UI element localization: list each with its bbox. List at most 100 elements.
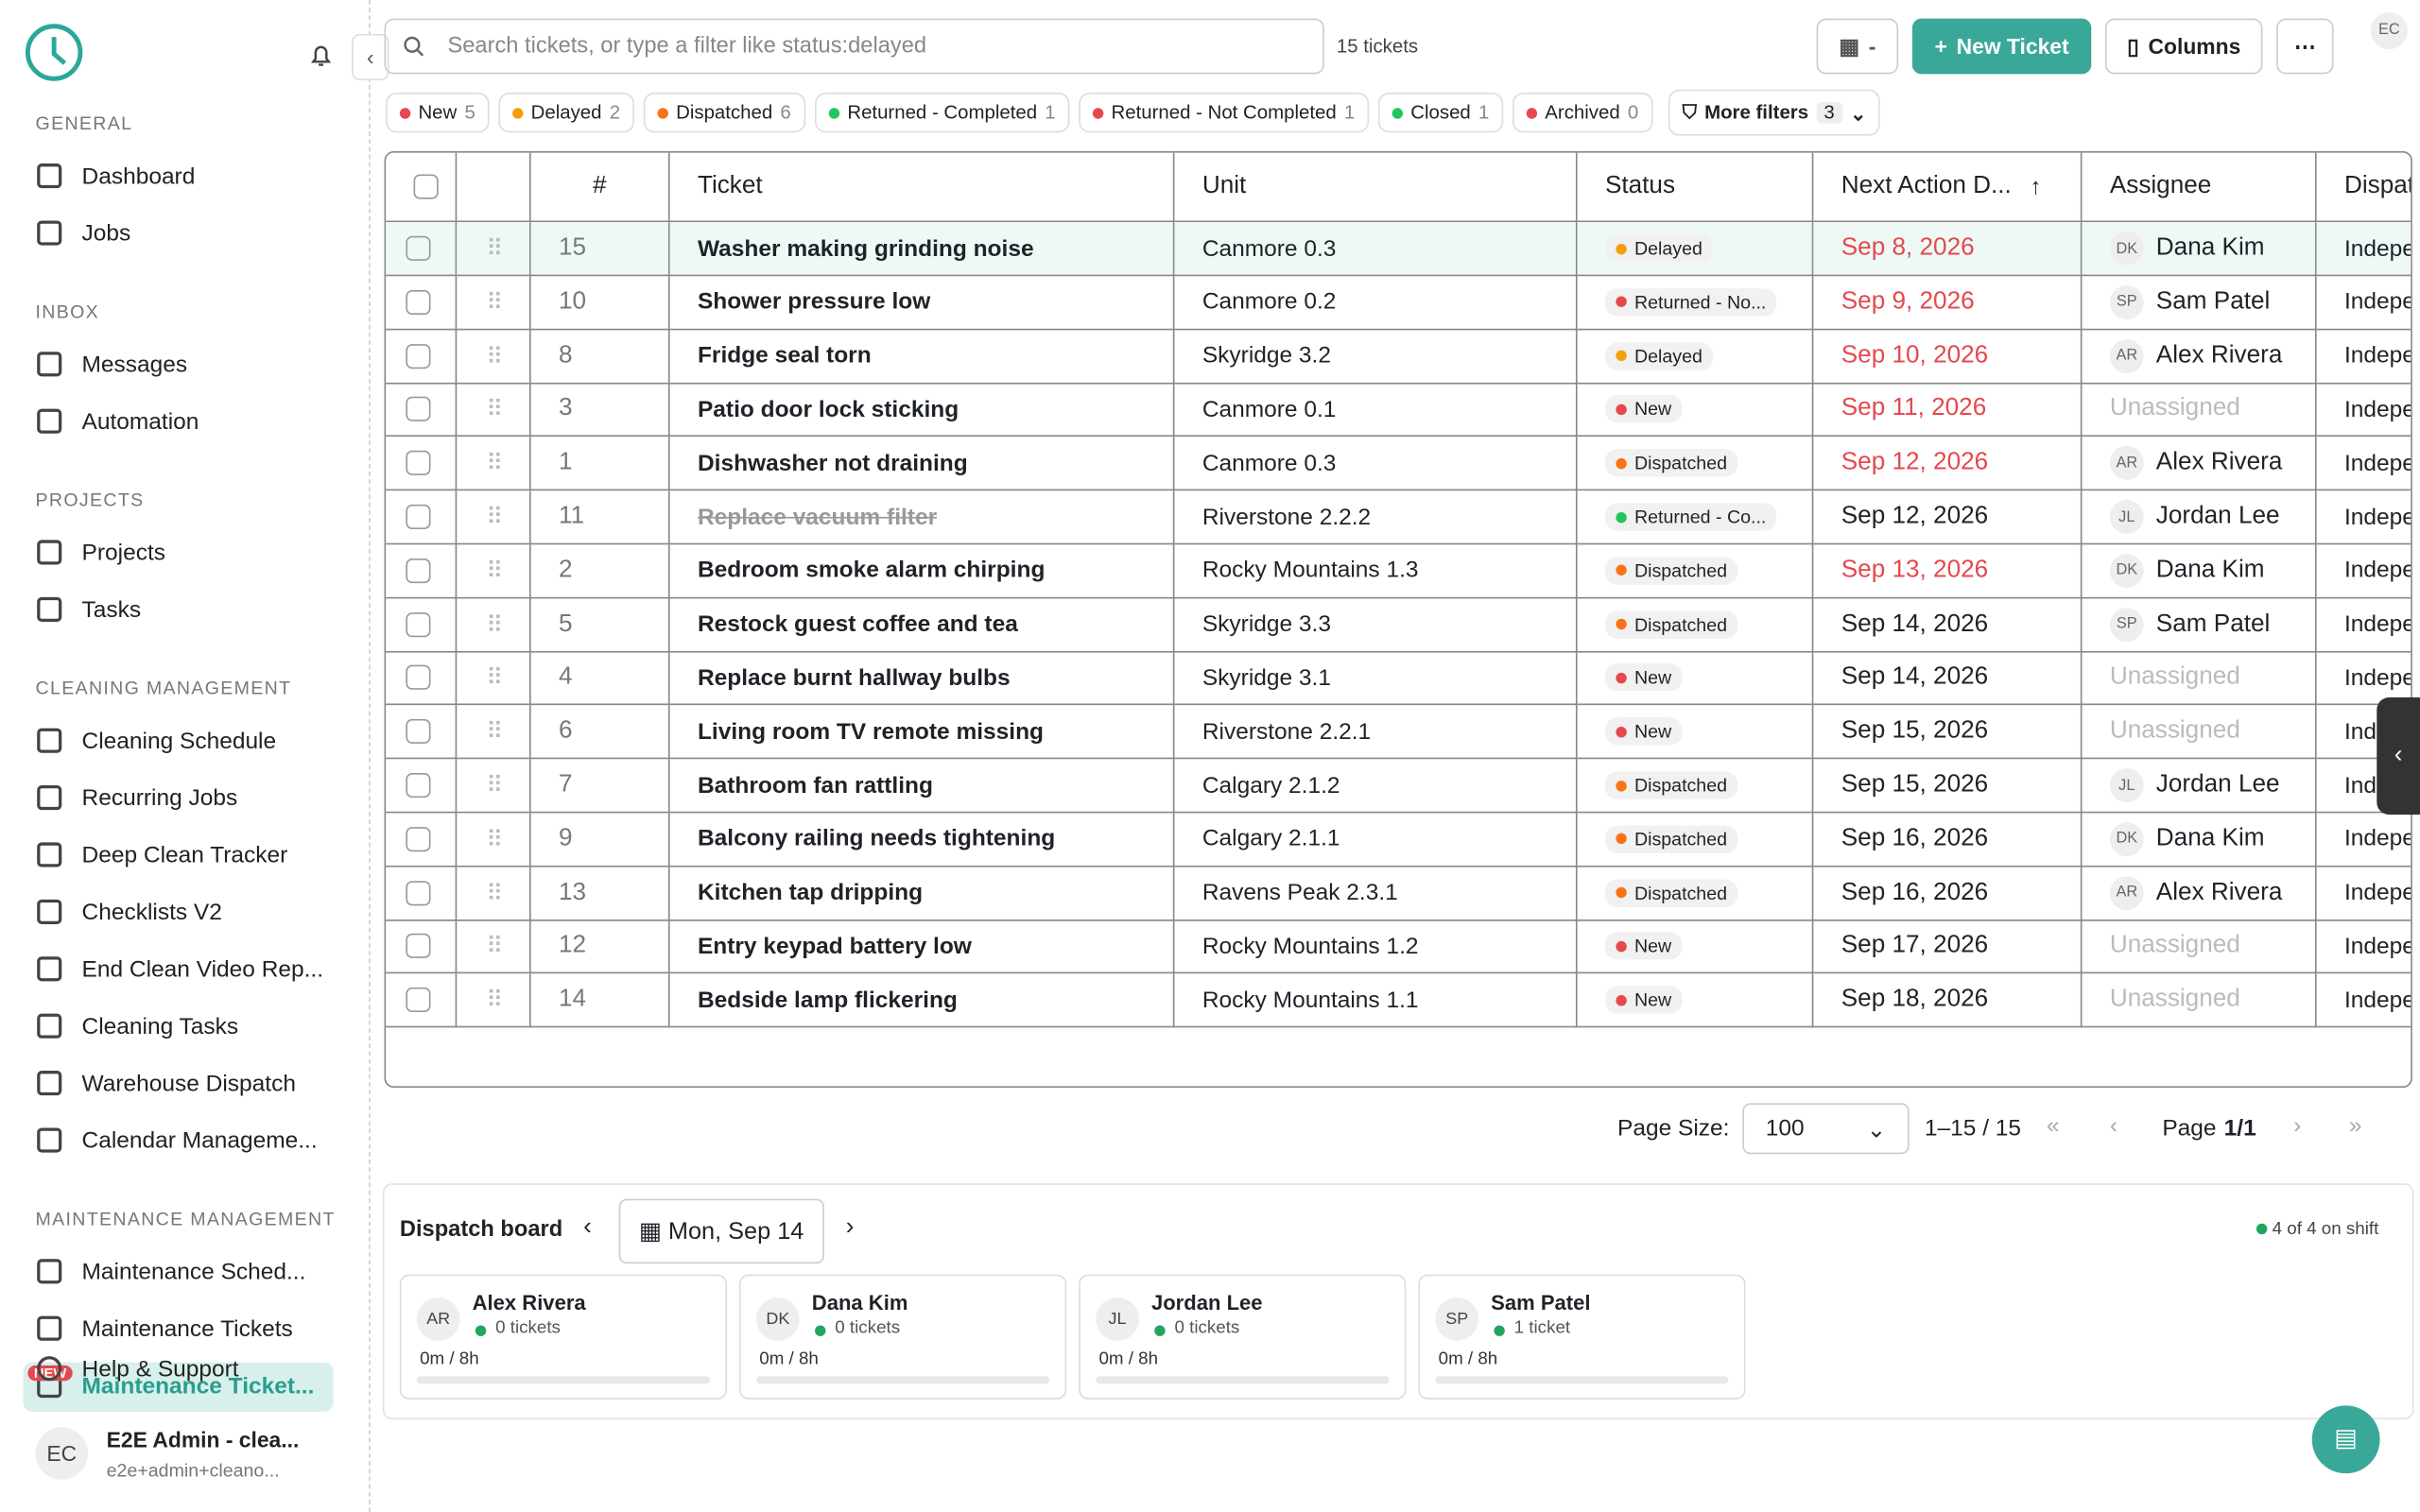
filter-chip[interactable]: Archived 0	[1512, 92, 1652, 133]
assignee-avatar: AR	[2109, 338, 2144, 373]
nav-item[interactable]: Cleaning Tasks	[81, 1013, 239, 1040]
drag-handle: ⠿	[486, 343, 504, 370]
table-cell: Unassigned	[2082, 651, 2317, 706]
filter-chip[interactable]: Returned - Not Completed 1	[1079, 92, 1369, 133]
last-page[interactable]: »	[2348, 1112, 2362, 1139]
nav-item[interactable]: Checklists V2	[81, 899, 222, 926]
page-size-select[interactable]: 100 ⌄	[1742, 1103, 1910, 1155]
ticket-title[interactable]: Dishwasher not draining	[697, 450, 968, 476]
filter-chip[interactable]: Closed 1	[1377, 92, 1503, 133]
more-filters[interactable]: ⛉ More filters 3 ⌄	[1668, 89, 1880, 136]
status-label: Dispatched	[1634, 774, 1728, 797]
ticket-title[interactable]: Fridge seal torn	[697, 342, 872, 369]
chevron: ⌄	[1850, 102, 1867, 125]
staff-card[interactable]: AR Alex Rivera 0 tickets 0m / 8h	[399, 1274, 727, 1400]
staff-card[interactable]: JL Jordan Lee 0 tickets 0m / 8h	[1079, 1274, 1407, 1400]
row-checkbox[interactable]	[406, 934, 431, 959]
next-day[interactable]: ›	[845, 1213, 855, 1241]
search-box[interactable]: Search tickets, or type a filter like st…	[384, 18, 1324, 75]
row-checkbox[interactable]	[406, 826, 431, 851]
unit: Rocky Mountains 1.3	[1201, 557, 1419, 584]
filter-chip[interactable]: Dispatched 6	[643, 92, 805, 133]
filter-chip[interactable]: Returned - Completed 1	[815, 92, 1070, 133]
row-checkbox[interactable]	[406, 504, 431, 529]
column-header[interactable]: Ticket	[697, 172, 763, 199]
ticket-title[interactable]: Shower pressure low	[697, 288, 931, 316]
nav-item[interactable]: Automation	[81, 408, 199, 436]
nav-item[interactable]: Maintenance Ticket...	[81, 1373, 315, 1400]
nav-item[interactable]: Maintenance Sched...	[81, 1259, 306, 1285]
select-all[interactable]	[413, 174, 439, 199]
column-header[interactable]: Status	[1604, 172, 1676, 199]
dispatch-date[interactable]: ▦ Mon, Sep 14	[618, 1198, 824, 1264]
first-page[interactable]: «	[2046, 1112, 2060, 1139]
columns-button[interactable]: ▯ Columns	[2104, 18, 2263, 75]
date-filter[interactable]: ▦ -	[1816, 18, 1899, 75]
ticket-title[interactable]: Kitchen tap dripping	[697, 879, 924, 906]
staff-card[interactable]: DK Dana Kim 0 tickets 0m / 8h	[739, 1274, 1067, 1400]
collapse-button[interactable]: ‹	[352, 33, 389, 80]
nav-item[interactable]: Deep Clean Tracker	[81, 842, 288, 869]
ticket-title[interactable]: Replace burnt hallway bulbs	[697, 664, 1011, 692]
column-header[interactable]: Next Action D...	[1841, 172, 2012, 199]
nav-icon	[37, 220, 62, 246]
row-checkbox[interactable]	[406, 289, 431, 315]
nav-item[interactable]: Calendar Manageme...	[81, 1127, 318, 1155]
row-checkbox[interactable]	[406, 343, 431, 369]
nav-item[interactable]: Warehouse Dispatch	[81, 1071, 296, 1097]
column-header[interactable]: #	[593, 172, 607, 199]
nav-item[interactable]: Projects	[81, 540, 165, 567]
nav-item[interactable]: Tasks	[81, 596, 142, 624]
ticket-title[interactable]: Living room TV remote missing	[697, 718, 1045, 746]
row-checkbox[interactable]	[406, 235, 431, 261]
prev-page[interactable]: ‹	[2109, 1112, 2118, 1139]
ticket-title[interactable]: Patio door lock sticking	[697, 396, 959, 423]
row-checkbox[interactable]	[406, 772, 431, 799]
ticket-title[interactable]: Entry keypad battery low	[697, 933, 972, 960]
table-cell: Next Action D... ↑	[1813, 152, 2083, 223]
assignee: Dana Kim	[2155, 825, 2265, 851]
nav-item[interactable]: Dashboard	[81, 163, 196, 190]
side-panel-toggle[interactable]: ‹	[2377, 696, 2420, 816]
table-cell: Sep 12, 2026	[1813, 437, 2083, 491]
nav-item[interactable]: End Clean Video Rep...	[81, 956, 324, 983]
user-avatar[interactable]: EC	[2370, 12, 2408, 50]
filter-chip[interactable]: Delayed 2	[498, 92, 634, 133]
new-ticket-button[interactable]: + New Ticket	[1911, 18, 2092, 75]
ticket-title[interactable]: Bedside lamp flickering	[697, 987, 958, 1014]
help-link[interactable]: Help & Support	[81, 1356, 239, 1383]
column-header[interactable]: Dispat	[2343, 172, 2412, 199]
row-checkbox[interactable]	[406, 397, 431, 422]
prev-day[interactable]: ‹	[583, 1213, 592, 1241]
row-checkbox[interactable]	[406, 558, 431, 583]
next-page[interactable]: ›	[2293, 1112, 2302, 1139]
ticket-title[interactable]: Restock guest coffee and tea	[697, 610, 1018, 638]
ticket-title[interactable]: Balcony railing needs tightening	[697, 825, 1056, 852]
column-header[interactable]: Unit	[1201, 172, 1247, 199]
nav-item[interactable]: Messages	[81, 352, 188, 378]
nav-item[interactable]: Cleaning Schedule	[81, 728, 277, 755]
row-checkbox[interactable]	[406, 611, 431, 637]
ticket-title[interactable]: Washer making grinding noise	[697, 234, 1034, 262]
table-cell: ⠿	[457, 543, 531, 599]
staff-card[interactable]: SP Sam Patel 1 ticket 0m / 8h	[1418, 1274, 1746, 1400]
dispatch: Indepe	[2343, 557, 2412, 584]
nav-item[interactable]: Recurring Jobs	[81, 785, 238, 812]
ticket-title[interactable]: Bathroom fan rattling	[697, 772, 933, 799]
more-button[interactable]: ⋯	[2276, 18, 2334, 75]
bell-icon[interactable]	[307, 42, 335, 69]
filter-chip[interactable]: New 5	[386, 92, 490, 133]
chat-button[interactable]: ▤	[2311, 1405, 2380, 1474]
column-header[interactable]: Assignee	[2109, 172, 2212, 199]
nav-item[interactable]: Jobs	[81, 220, 131, 248]
row-checkbox[interactable]	[406, 665, 431, 691]
status-label: New	[1634, 720, 1672, 743]
row-checkbox[interactable]	[406, 988, 431, 1013]
row-checkbox[interactable]	[406, 880, 431, 905]
nav-item[interactable]: Maintenance Tickets	[81, 1315, 293, 1343]
row-checkbox[interactable]	[406, 719, 431, 745]
ticket-title[interactable]: Bedroom smoke alarm chirping	[697, 557, 1046, 584]
row-checkbox[interactable]	[406, 451, 431, 476]
ticket-title[interactable]: Replace vacuum filter	[697, 504, 938, 530]
table-cell: Sep 16, 2026	[1813, 866, 2083, 921]
